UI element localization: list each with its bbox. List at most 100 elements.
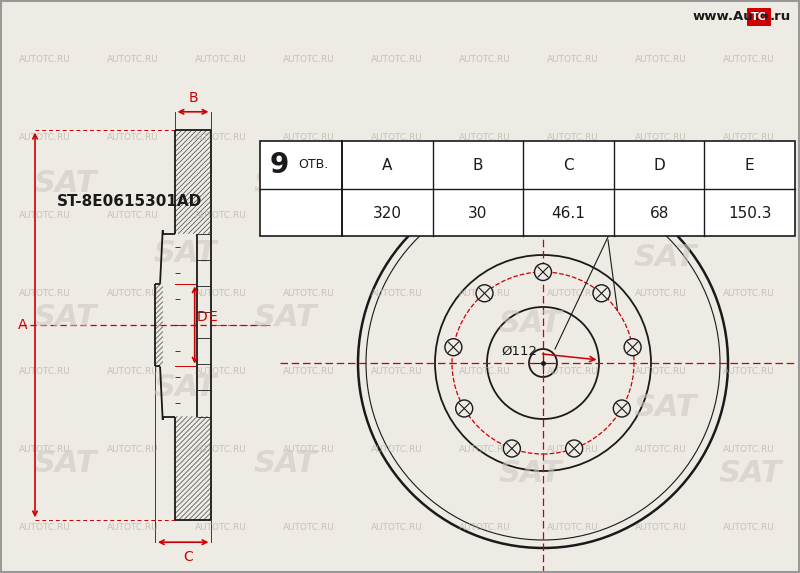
- Text: SAT: SAT: [34, 304, 97, 332]
- Text: AUTOTC.RU: AUTOTC.RU: [371, 211, 423, 221]
- Text: AUTOTC.RU: AUTOTC.RU: [547, 445, 599, 454]
- Text: 46.1: 46.1: [551, 206, 586, 221]
- Text: AUTOTC.RU: AUTOTC.RU: [19, 445, 71, 454]
- Text: AUTOTC.RU: AUTOTC.RU: [19, 289, 71, 299]
- Text: AUTOTC.RU: AUTOTC.RU: [723, 289, 775, 299]
- Text: AUTOTC.RU: AUTOTC.RU: [723, 445, 775, 454]
- Text: C: C: [183, 550, 193, 564]
- Text: AUTOTC.RU: AUTOTC.RU: [723, 134, 775, 143]
- Text: SAT: SAT: [154, 238, 217, 268]
- Text: E: E: [209, 310, 218, 324]
- Text: AUTOTC.RU: AUTOTC.RU: [283, 367, 335, 376]
- Text: AUTOTC.RU: AUTOTC.RU: [547, 289, 599, 299]
- Text: AUTOTC.RU: AUTOTC.RU: [283, 445, 335, 454]
- Text: E: E: [745, 158, 754, 172]
- Text: AUTOTC.RU: AUTOTC.RU: [107, 367, 159, 376]
- Text: SAT: SAT: [34, 168, 97, 198]
- Text: AUTOTC.RU: AUTOTC.RU: [19, 367, 71, 376]
- Text: AUTOTC.RU: AUTOTC.RU: [195, 367, 247, 376]
- Text: AUTOTC.RU: AUTOTC.RU: [195, 289, 247, 299]
- Text: .ru: .ru: [770, 10, 791, 23]
- Circle shape: [456, 400, 473, 417]
- Text: SAT: SAT: [154, 374, 217, 402]
- Text: SAT: SAT: [254, 304, 317, 332]
- Circle shape: [476, 285, 493, 302]
- Text: AUTOTC.RU: AUTOTC.RU: [459, 289, 511, 299]
- Text: A: A: [18, 318, 27, 332]
- Text: AUTOTC.RU: AUTOTC.RU: [195, 56, 247, 65]
- Text: AUTOTC.RU: AUTOTC.RU: [459, 56, 511, 65]
- Text: AUTOTC.RU: AUTOTC.RU: [283, 134, 335, 143]
- Text: AUTOTC.RU: AUTOTC.RU: [723, 524, 775, 532]
- Circle shape: [624, 339, 641, 356]
- Text: 68: 68: [650, 206, 669, 221]
- Text: AUTOTC.RU: AUTOTC.RU: [547, 524, 599, 532]
- Text: D: D: [654, 158, 665, 172]
- Text: AUTOTC.RU: AUTOTC.RU: [547, 56, 599, 65]
- Text: AUTOTC.RU: AUTOTC.RU: [371, 289, 423, 299]
- Text: AUTOTC.RU: AUTOTC.RU: [635, 134, 687, 143]
- Text: TC: TC: [751, 12, 767, 22]
- Text: AUTOTC.RU: AUTOTC.RU: [635, 445, 687, 454]
- Text: ОТВ.: ОТВ.: [298, 159, 328, 171]
- Text: AUTOTC.RU: AUTOTC.RU: [371, 524, 423, 532]
- Text: SAT: SAT: [634, 394, 697, 422]
- Text: Ø6.6: Ø6.6: [618, 202, 646, 215]
- Text: AUTOTC.RU: AUTOTC.RU: [107, 445, 159, 454]
- Text: SAT: SAT: [718, 458, 782, 488]
- Text: Ø15.3(x9): Ø15.3(x9): [603, 223, 662, 236]
- Text: AUTOTC.RU: AUTOTC.RU: [283, 211, 335, 221]
- Text: AUTOTC.RU: AUTOTC.RU: [195, 445, 247, 454]
- Circle shape: [614, 400, 630, 417]
- Text: B: B: [188, 91, 198, 105]
- Text: 9: 9: [270, 151, 290, 179]
- Text: AUTOTC.RU: AUTOTC.RU: [547, 367, 599, 376]
- Text: AUTOTC.RU: AUTOTC.RU: [19, 134, 71, 143]
- Text: AUTOTC.RU: AUTOTC.RU: [459, 134, 511, 143]
- Text: AUTOTC.RU: AUTOTC.RU: [459, 367, 511, 376]
- Text: AUTOTC.RU: AUTOTC.RU: [19, 56, 71, 65]
- Text: www.Auto: www.Auto: [693, 10, 770, 23]
- Text: AUTOTC.RU: AUTOTC.RU: [19, 211, 71, 221]
- Text: 150.3: 150.3: [728, 206, 771, 221]
- Text: AUTOTC.RU: AUTOTC.RU: [107, 211, 159, 221]
- Bar: [260, 141, 342, 236]
- Text: AUTOTC.RU: AUTOTC.RU: [459, 445, 511, 454]
- Text: AUTOTC.RU: AUTOTC.RU: [723, 367, 775, 376]
- Text: SAT: SAT: [498, 179, 562, 207]
- Text: AUTOTC.RU: AUTOTC.RU: [459, 211, 511, 221]
- Text: AUTOTC.RU: AUTOTC.RU: [19, 524, 71, 532]
- Text: AUTOTC.RU: AUTOTC.RU: [107, 134, 159, 143]
- Text: AUTOTC.RU: AUTOTC.RU: [723, 211, 775, 221]
- Text: SAT: SAT: [254, 449, 317, 477]
- Circle shape: [445, 339, 462, 356]
- Text: AUTOTC.RU: AUTOTC.RU: [547, 211, 599, 221]
- Text: AUTOTC.RU: AUTOTC.RU: [283, 56, 335, 65]
- Text: Ø112: Ø112: [501, 345, 595, 362]
- Text: AUTOTC.RU: AUTOTC.RU: [107, 56, 159, 65]
- Text: AUTOTC.RU: AUTOTC.RU: [371, 56, 423, 65]
- Text: AUTOTC.RU: AUTOTC.RU: [371, 134, 423, 143]
- Text: AUTOTC.RU: AUTOTC.RU: [283, 289, 335, 299]
- Text: AUTOTC.RU: AUTOTC.RU: [635, 367, 687, 376]
- Text: AUTOTC.RU: AUTOTC.RU: [107, 289, 159, 299]
- Text: AUTOTC.RU: AUTOTC.RU: [195, 524, 247, 532]
- Text: SAT: SAT: [254, 168, 317, 198]
- Circle shape: [593, 285, 610, 302]
- Text: D: D: [197, 310, 207, 324]
- Text: AUTOTC.RU: AUTOTC.RU: [371, 367, 423, 376]
- Text: SAT: SAT: [498, 458, 562, 488]
- Text: AUTOTC.RU: AUTOTC.RU: [635, 211, 687, 221]
- Circle shape: [503, 440, 520, 457]
- Text: AUTOTC.RU: AUTOTC.RU: [371, 445, 423, 454]
- Bar: [342, 141, 795, 236]
- Text: AUTOTC.RU: AUTOTC.RU: [635, 524, 687, 532]
- Text: A: A: [382, 158, 393, 172]
- Text: AUTOTC.RU: AUTOTC.RU: [723, 56, 775, 65]
- Text: AUTOTC.RU: AUTOTC.RU: [635, 289, 687, 299]
- Text: AUTOTC.RU: AUTOTC.RU: [635, 56, 687, 65]
- Text: AUTOTC.RU: AUTOTC.RU: [195, 211, 247, 221]
- Text: AUTOTC.RU: AUTOTC.RU: [459, 524, 511, 532]
- Circle shape: [534, 264, 551, 281]
- Text: SAT: SAT: [634, 244, 697, 273]
